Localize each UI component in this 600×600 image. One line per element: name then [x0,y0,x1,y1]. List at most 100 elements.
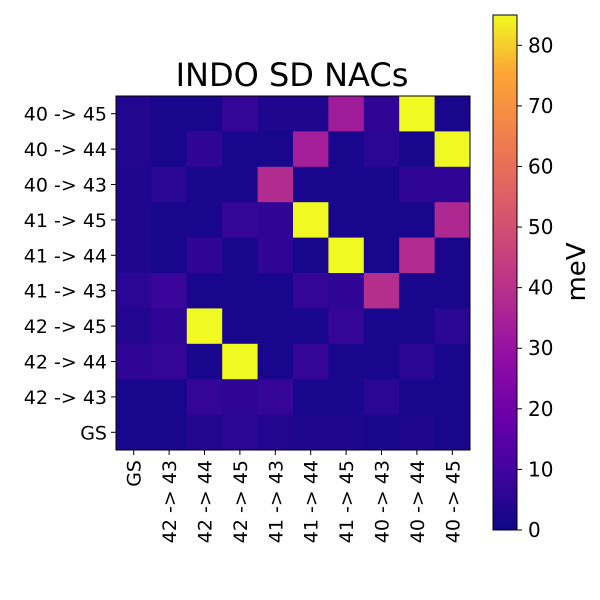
heatmap-cell [363,273,400,309]
colorbar-tick-label: 60 [528,154,553,178]
colorbar [492,14,518,531]
heatmap-cell [328,166,365,203]
heatmap-cell [222,414,259,451]
heatmap-cell [328,202,365,239]
heatmap-cell [116,131,152,168]
heatmap-cell [434,414,471,451]
heatmap-cell [116,273,152,309]
colorbar-axis: 0 10 20 30 40 50 60 70 80 [517,33,553,542]
heatmap-cell [399,308,436,345]
heatmap-cell [186,202,223,239]
x-tick-label: 40 -> 43 [372,460,394,543]
x-tick-label: GS [124,460,146,487]
heatmap-cell [328,414,365,451]
heatmap-cell [257,273,294,309]
heatmap-cell [399,414,436,451]
heatmap-cell [186,343,223,380]
heatmap-cell [363,343,400,380]
heatmap-cell [363,96,400,132]
heatmap-cell [186,273,223,309]
colorbar-label: meV [562,242,592,301]
heatmap-cell [151,237,188,274]
heatmap-cell [293,343,329,380]
heatmap-cell [363,166,400,203]
heatmap-cell [151,379,188,416]
heatmap-cell [399,379,436,416]
heatmap-cell [186,166,223,203]
heatmap-cells [116,96,471,451]
heatmap-cell [222,308,259,345]
heatmap-cell [257,237,294,274]
heatmap-cell [151,166,188,203]
heatmap-cell [293,166,329,203]
heatmap-cell [257,414,294,451]
heatmap-cell [151,131,188,168]
heatmap-cell [257,131,294,168]
heatmap-cell [186,96,223,132]
chart-title: INDO SD NACs [176,56,409,94]
heatmap-cell [293,131,329,168]
x-axis: GS 42 -> 43 42 -> 44 42 -> 45 41 -> 43 41 -> … [124,450,464,543]
heatmap-cell [116,414,152,451]
colorbar-tick-label: 80 [528,33,553,57]
heatmap-cell [222,343,259,380]
heatmap-cell [186,379,223,416]
heatmap-cell [399,237,436,274]
heatmap-cell [434,308,471,345]
y-tick-label: 40 -> 43 [24,175,107,197]
colorbar-tick-label: 50 [528,215,553,239]
heatmap-cell [151,414,188,451]
heatmap-cell [116,166,152,203]
heatmap-cell [116,237,152,274]
colorbar-tick-label: 70 [528,94,553,118]
heatmap-cell [434,379,471,416]
heatmap-cell [222,131,259,168]
heatmap-cell [293,379,329,416]
heatmap-cell [293,96,329,132]
colorbar-tick-label: 0 [528,518,541,542]
heatmap-cell [328,379,365,416]
heatmap-cell [116,379,152,416]
heatmap-cell [151,343,188,380]
x-tick-label: 42 -> 44 [195,460,217,543]
colorbar-tick-label: 10 [528,457,553,481]
colorbar-tick-label: 40 [528,276,553,300]
heatmap-cell [116,308,152,345]
heatmap-cell [186,131,223,168]
heatmap-cell [363,379,400,416]
heatmap-cell [116,202,152,239]
heatmap-cell [434,273,471,309]
y-tick-label: 42 -> 45 [24,316,107,338]
heatmap-cell [363,131,400,168]
y-tick-label: 42 -> 43 [24,387,107,409]
heatmap-cell [399,273,436,309]
x-tick-label: 40 -> 44 [407,460,429,543]
heatmap-cell [257,96,294,132]
x-tick-label: 42 -> 45 [230,460,252,543]
y-tick-label: 41 -> 43 [24,281,107,303]
heatmap-cell [116,96,152,132]
heatmap-cell [293,273,329,309]
heatmap-cell [328,343,365,380]
heatmap-cell [399,343,436,380]
heatmap-cell [399,96,436,132]
heatmap-cell [222,166,259,203]
heatmap-cell [434,166,471,203]
heatmap-cell [363,237,400,274]
colorbar-tick-label: 30 [528,336,553,360]
y-tick-label: 42 -> 44 [24,352,107,374]
heatmap-cell [434,237,471,274]
heatmap-cell [151,273,188,309]
heatmap-cell [293,202,329,239]
x-tick-label: 41 -> 44 [301,460,323,543]
heatmap-cell [293,414,329,451]
heatmap-cell [222,379,259,416]
heatmap-cell [434,131,471,168]
heatmap-cell [257,343,294,380]
heatmap-cell [363,414,400,451]
y-axis: 40 -> 45 40 -> 44 40 -> 43 41 -> 45 41 -> 44… [24,104,116,444]
heatmap-cell [257,202,294,239]
heatmap-cell [257,308,294,345]
heatmap-cell [222,237,259,274]
